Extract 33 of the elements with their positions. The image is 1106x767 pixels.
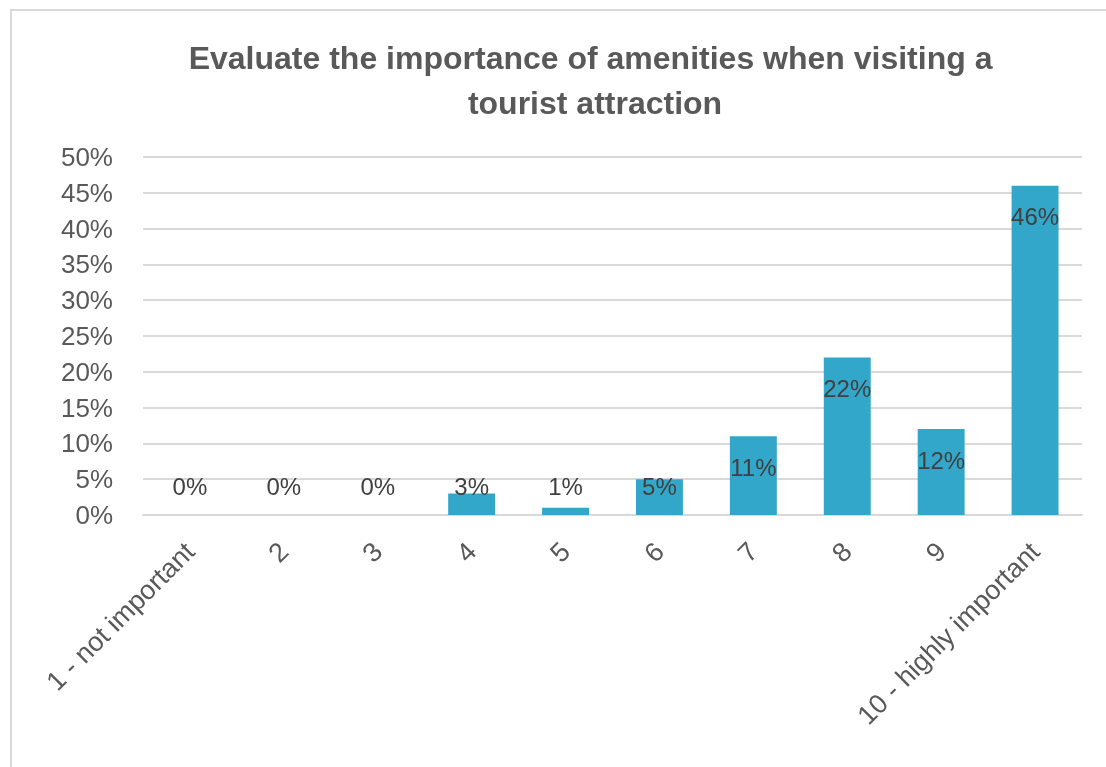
data-label: 5% bbox=[642, 472, 677, 500]
y-tick-label: 10% bbox=[60, 428, 113, 459]
y-tick-label: 50% bbox=[60, 142, 113, 172]
data-label: 11% bbox=[730, 453, 777, 481]
y-tick-label: 35% bbox=[60, 249, 113, 280]
data-label: 3% bbox=[454, 472, 489, 500]
bar bbox=[1011, 185, 1059, 515]
y-tick-label: 5% bbox=[75, 464, 113, 495]
data-label: 0% bbox=[172, 472, 208, 500]
y-tick-label: 45% bbox=[60, 177, 113, 208]
x-tick-label: 5 bbox=[544, 536, 577, 569]
x-tick-label: 4 bbox=[450, 536, 483, 569]
y-tick-label: 0% bbox=[75, 500, 113, 530]
data-label: 0% bbox=[360, 472, 396, 500]
bar bbox=[542, 507, 590, 515]
bar bbox=[729, 436, 777, 515]
y-tick-label: 30% bbox=[60, 285, 113, 316]
data-label: 0% bbox=[266, 472, 302, 500]
y-tick-label: 15% bbox=[60, 392, 113, 423]
x-tick-label: 9 bbox=[919, 536, 952, 569]
x-tick-label: 7 bbox=[732, 536, 764, 569]
bar bbox=[823, 357, 871, 515]
x-tick-label: 8 bbox=[826, 536, 858, 569]
data-label: 1% bbox=[548, 472, 583, 500]
chart-title: Evaluate the importance of amenities when visiting a tourist attraction bbox=[188, 39, 1002, 121]
x-tick-label: 2 bbox=[262, 536, 295, 569]
y-tick-label: 25% bbox=[60, 321, 113, 351]
data-label: 22% bbox=[823, 374, 872, 402]
y-tick-label: 40% bbox=[60, 213, 113, 244]
bar bbox=[448, 493, 496, 515]
x-tick-label: 3 bbox=[356, 536, 389, 569]
x-tick-label: 6 bbox=[638, 536, 671, 569]
y-tick-label: 20% bbox=[60, 356, 113, 387]
